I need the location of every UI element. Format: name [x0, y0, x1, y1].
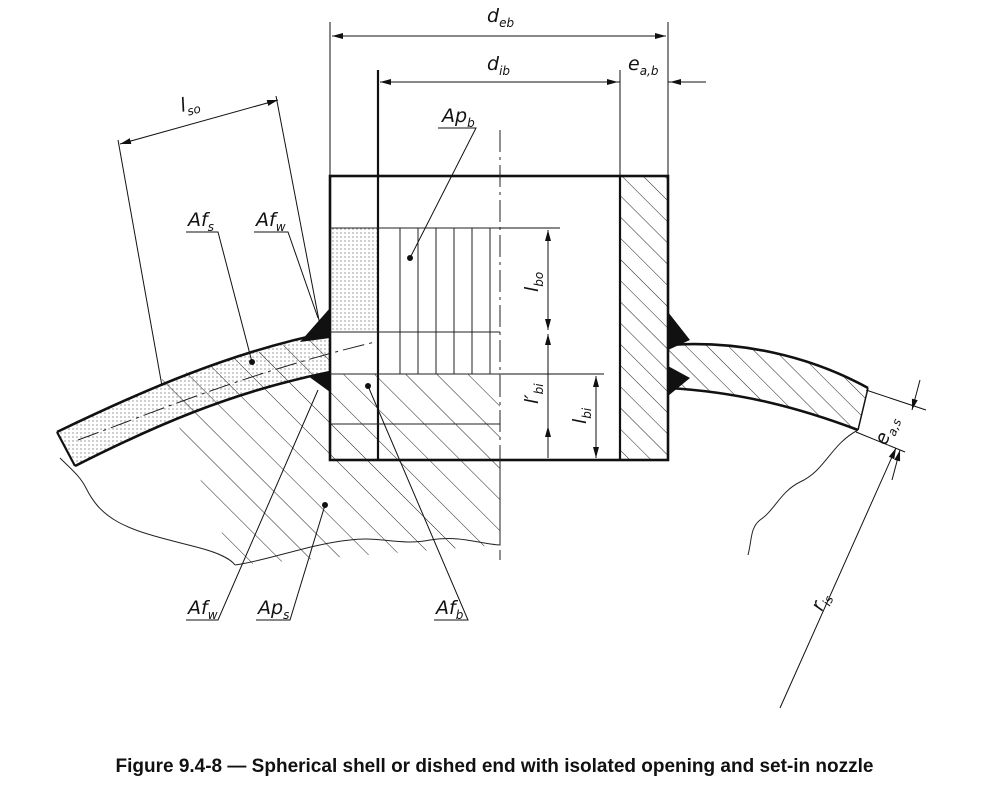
dimension-l-bo: [500, 227, 560, 330]
shell-centerline: [77, 341, 376, 441]
label-d-ib: dib: [487, 53, 510, 78]
label-e-as: ea,s: [870, 413, 904, 449]
nozzle: [328, 70, 670, 560]
dimension-r-is: [779, 447, 897, 709]
label-af-w-bottom: Afw: [186, 597, 218, 622]
break-line-right: [747, 429, 859, 556]
dimension-l-so: [117, 95, 323, 387]
shell-left-end: [56, 431, 76, 467]
technical-drawing: deb dib ea,b lso Apb Afs Afw lbo l′bi lb…: [56, 5, 927, 709]
leader-ap-s: [256, 504, 326, 621]
label-r-is: ris: [806, 589, 836, 615]
label-l-so: lso: [178, 91, 202, 120]
shell-right-outer-edge: [667, 342, 869, 390]
leader-ap-b: [409, 127, 477, 259]
weld-left-bottom: [308, 372, 330, 392]
area-boundary-right: [234, 460, 501, 566]
dimension-d-ib: [380, 70, 621, 176]
label-e-ab: ea,b: [628, 53, 659, 78]
leader-af-b: [367, 385, 469, 621]
break-line-left: [59, 457, 236, 566]
label-af-w-top: Afw: [254, 209, 286, 234]
weld-left-top: [300, 308, 330, 342]
label-ap-b: Apb: [440, 105, 475, 130]
weld-right-top: [668, 312, 690, 350]
weld-right-bottom: [668, 366, 690, 396]
area-nozzle-lower: [330, 374, 500, 460]
area-ap-b: [399, 228, 491, 374]
leader-af-w-top: [254, 231, 319, 319]
label-l-prime-bi: l′bi: [521, 383, 546, 404]
label-af-b: Afb: [434, 597, 464, 622]
dimension-e-as: [855, 379, 927, 481]
dimension-l-bi: [500, 373, 604, 458]
shell-left-inner-edge: [74, 370, 331, 468]
figure-caption: Figure 9.4-8 — Spherical shell or dished…: [115, 756, 874, 777]
nozzle-outline: [328, 174, 670, 462]
label-d-eb: deb: [487, 5, 514, 30]
shell-left-outer-edge: [56, 330, 331, 434]
shell-right-end: [857, 387, 869, 431]
shell-right: [668, 344, 868, 430]
nozzle-wall-hatch: [620, 176, 668, 460]
leader-dots: [249, 255, 413, 508]
label-l-bi: lbi: [569, 407, 594, 424]
label-ap-s: Aps: [256, 597, 289, 622]
shell-right-inner-edge: [667, 386, 859, 432]
leader-af-s: [186, 231, 253, 363]
label-af-s: Afs: [186, 209, 214, 234]
leaders: [186, 127, 477, 621]
label-l-bo: lbo: [521, 272, 546, 292]
shell-left: [57, 332, 330, 466]
nozzle-dotted-band: [332, 228, 378, 332]
leader-af-w-bottom: [186, 389, 319, 621]
dimension-d-eb: [329, 22, 669, 176]
